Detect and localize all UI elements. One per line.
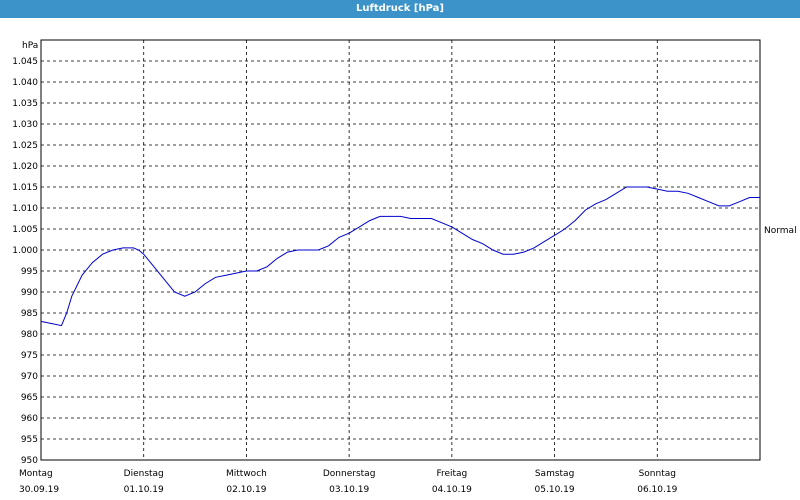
x-tick-day: Mittwoch	[226, 469, 267, 479]
y-tick-label: 970	[21, 372, 38, 382]
x-tick-day: Freitag	[436, 469, 467, 479]
y-tick-label: 1.030	[12, 120, 38, 130]
y-tick-label: 960	[21, 414, 38, 424]
y-tick-label: 950	[21, 456, 38, 466]
y-tick-label: 1.000	[12, 246, 38, 256]
x-tick-date: 04.10.19	[432, 485, 472, 495]
series-line	[40, 186, 760, 327]
y-tick-label: 1.015	[12, 183, 38, 193]
y-tick-label: 965	[21, 393, 38, 403]
y-tick-label: 985	[21, 309, 38, 319]
x-tick-day: Sonntag	[639, 469, 676, 479]
x-tick-date: 01.10.19	[124, 485, 164, 495]
y-tick-label: 975	[21, 351, 38, 361]
y-tick-label: 1.005	[12, 225, 38, 235]
reference-label: Normal	[764, 226, 797, 236]
y-tick-label: 990	[21, 288, 38, 298]
x-tick-date: 05.10.19	[535, 485, 575, 495]
y-tick-label: 1.010	[12, 204, 38, 214]
y-tick-label: 955	[21, 435, 38, 445]
y-tick-label: 980	[21, 330, 38, 340]
y-tick-label: 1.020	[12, 162, 38, 172]
x-tick-date: 02.10.19	[226, 485, 266, 495]
x-tick-date: 03.10.19	[329, 485, 369, 495]
window-title: Luftdruck [hPa]	[0, 0, 800, 18]
x-tick-day: Dienstag	[124, 469, 164, 479]
y-tick-label: 1.025	[12, 141, 38, 151]
x-tick-day: Samstag	[535, 469, 574, 479]
x-tick-day: Montag	[19, 469, 53, 479]
y-tick-label: 995	[21, 267, 38, 277]
y-tick-label: 1.040	[12, 78, 38, 88]
x-tick-date: 06.10.19	[637, 485, 677, 495]
x-tick-date: 30.09.19	[19, 485, 59, 495]
y-tick-label: 1.045	[12, 57, 38, 67]
plot-frame	[40, 39, 761, 461]
x-tick-day: Donnerstag	[323, 469, 376, 479]
y-axis-label: hPa	[22, 41, 38, 51]
y-tick-label: 1.035	[12, 99, 38, 109]
